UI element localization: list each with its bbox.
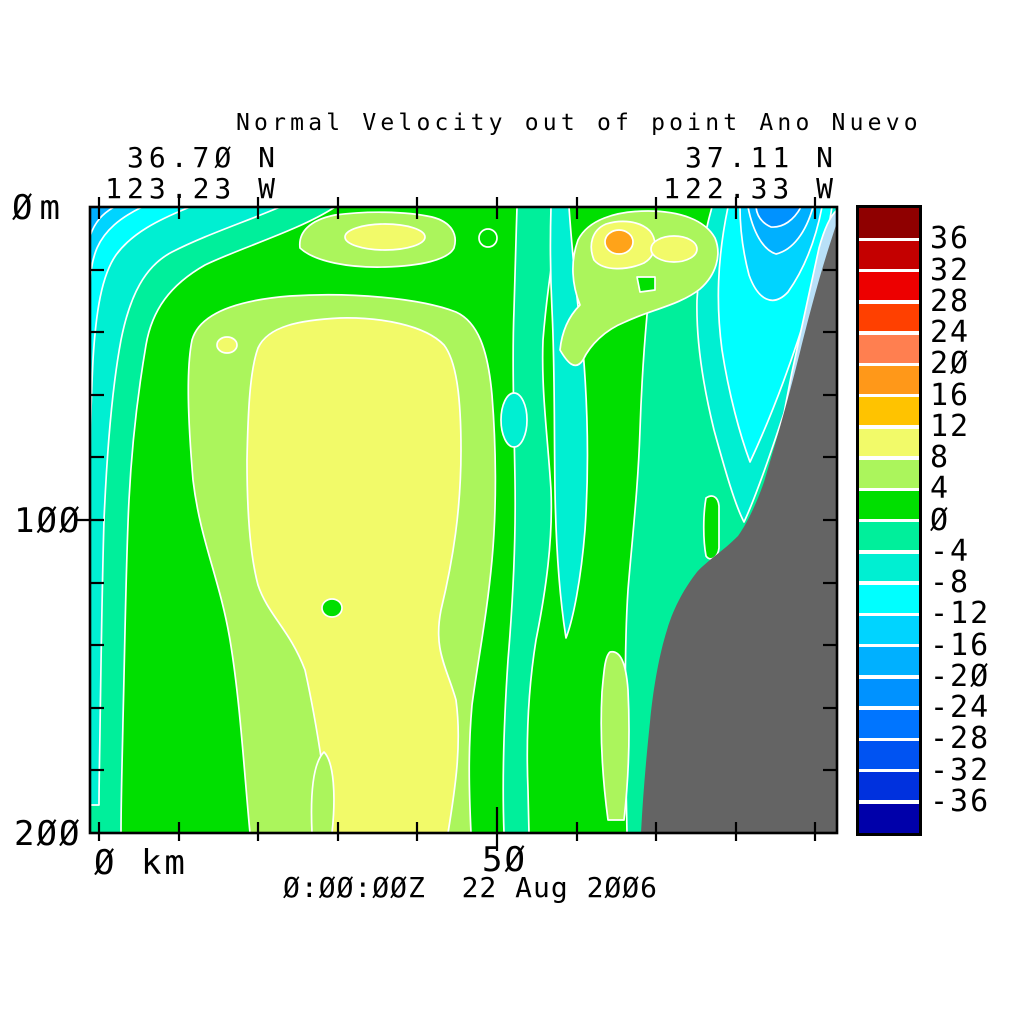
colorbar-label: Ø <box>930 502 951 538</box>
colorbar-label: -12 <box>930 596 991 632</box>
timestamp-label: Ø:ØØ:ØØZ 22 Aug 2ØØ6 <box>283 871 659 904</box>
colorbar-label: 24 <box>930 315 971 350</box>
surface-blob-left-8-12 <box>344 223 426 251</box>
colorbar-band <box>859 709 919 738</box>
colorbar-label: -16 <box>930 627 991 663</box>
colorbar <box>856 205 922 836</box>
colorbar-band <box>859 647 919 675</box>
x-axis-label-50: 5Ø <box>482 840 527 880</box>
mid-column-minus4-0 <box>502 207 561 833</box>
colorbar-band <box>859 741 919 769</box>
colorbar-label: 16 <box>930 377 971 413</box>
colorbar-label: 12 <box>930 408 971 444</box>
colorbar-label: 4 <box>930 471 951 507</box>
colorbar-label: -24 <box>930 690 991 725</box>
colorbar-band <box>859 616 919 644</box>
left-endpoint-coordinates: 36.7Ø N 123.23 W <box>60 142 280 204</box>
plot-title: Normal Velocity out of point Ano Nuevo <box>236 110 922 136</box>
y-axis-label-0m: Øm <box>12 188 67 228</box>
colorbar-label: 28 <box>930 283 971 319</box>
colorbar-band <box>859 522 919 550</box>
colorbar-label: 8 <box>930 440 951 475</box>
colorbar-label: 32 <box>930 252 971 288</box>
funnel-minus24-minus20 <box>755 207 802 228</box>
colorbar-band <box>859 584 919 613</box>
center-core-8-12 <box>246 317 462 833</box>
colorbar-band <box>859 241 919 269</box>
seafloor-land-mask <box>641 222 837 833</box>
colorbar-label: 36 <box>930 221 971 257</box>
right-bar-0-4 <box>702 495 720 560</box>
y-axis-label-200: 2ØØ <box>14 814 82 854</box>
colorbar-label: -32 <box>930 752 991 788</box>
surface-blob-right-8-12-b <box>650 235 698 263</box>
contour-field <box>90 207 837 833</box>
colorbar-band <box>859 208 919 238</box>
colorbar-band <box>859 678 919 707</box>
colorbar-band <box>859 272 919 300</box>
colorbar-band <box>859 772 919 800</box>
colorbar-band <box>859 491 919 519</box>
surface-notch-0-4 <box>636 276 656 293</box>
colorbar-label: 2Ø <box>930 346 971 382</box>
right-strip-4-8 <box>600 651 630 821</box>
mid-spot-minus8-minus4 <box>500 392 528 448</box>
colorbar-band <box>859 553 919 582</box>
x-axis-label-0km: Ø km <box>94 843 188 883</box>
center-notch-0-4 <box>321 598 343 618</box>
colorbar-band <box>859 428 919 457</box>
colorbar-band <box>859 803 919 833</box>
left-endpoint-lat: 36.7Ø N <box>126 141 280 174</box>
colorbar-band <box>859 334 919 363</box>
colorbar-label: -28 <box>930 721 991 757</box>
colorbar-label: -36 <box>930 783 991 819</box>
center-bottom-wedge-4-8 <box>310 751 335 833</box>
colorbar-band <box>859 366 919 394</box>
right-endpoint-lon: 122.33 W <box>663 172 838 205</box>
left-endpoint-lon: 123.23 W <box>105 172 280 205</box>
y-axis-label-100: 1ØØ <box>14 501 82 541</box>
right-endpoint-coordinates: 37.11 N 122.33 W <box>618 142 838 204</box>
colorbar-label: -8 <box>930 565 971 600</box>
colorbar-band <box>859 459 919 488</box>
surface-spot-16-20 <box>604 229 634 255</box>
right-endpoint-lat: 37.11 N <box>684 141 838 174</box>
center-dot-8-12 <box>216 336 238 354</box>
surface-ring-0-4 <box>478 228 498 248</box>
colorbar-label: -2Ø <box>930 658 991 694</box>
colorbar-band <box>859 397 919 425</box>
colorbar-band <box>859 303 919 332</box>
colorbar-label: -4 <box>930 533 971 569</box>
